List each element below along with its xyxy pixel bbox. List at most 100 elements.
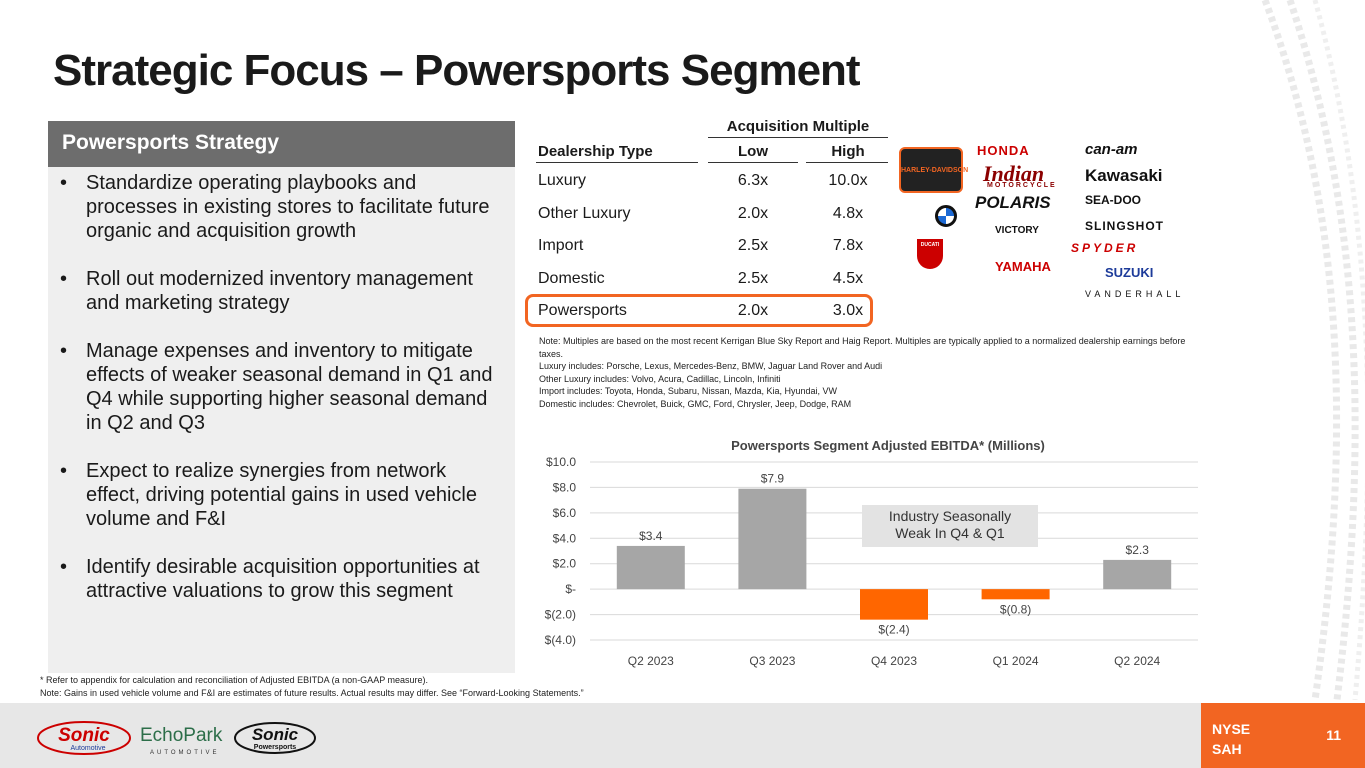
y-tick-label: $(2.0)	[545, 608, 576, 622]
echopark-logo: EchoPark AUTOMOTIVE	[140, 725, 223, 756]
y-tick-label: $6.0	[553, 506, 577, 520]
slingshot-logo: SLINGSHOT	[1085, 219, 1165, 233]
bullet: •	[60, 460, 68, 482]
data-label: $2.3	[1126, 543, 1150, 557]
sonic-logo-sub: Automotive	[70, 745, 105, 752]
sonic-powersports-logo: Sonic Powersports	[234, 722, 316, 754]
footer-logos: Sonic Automotive EchoPark AUTOMOTIVE Son…	[37, 721, 316, 756]
strategy-item-text: Identify desirable acquisition opportuni…	[86, 556, 480, 602]
cell-type: Luxury	[538, 172, 587, 189]
note-line: Other Luxury includes: Volvo, Acura, Cad…	[539, 373, 781, 384]
annotation-box	[862, 505, 1038, 547]
tire-track-decoration	[1261, 0, 1365, 700]
note-line: Domestic includes: Chevrolet, Buick, GMC…	[539, 398, 852, 409]
y-tick-label: $4.0	[553, 531, 577, 545]
multiples-notes: Note: Multiples are based on the most re…	[539, 335, 1209, 410]
footnotes: * Refer to appendix for calculation and …	[40, 674, 584, 700]
powersports-logo-sub: Powersports	[254, 744, 297, 751]
annotation-text: Industry Seasonally	[889, 508, 1011, 524]
strategy-item-text: Standardize operating playbooks and proc…	[86, 172, 490, 242]
powersports-logo-text: Sonic	[252, 725, 299, 744]
ebitda-chart-svg: $10.0 $8.0 $6.0 $4.0 $2.0 $- $(2.0) $(4.0) $3.4 Q…	[545, 455, 1198, 668]
x-tick-label: Q2 2024	[1114, 654, 1160, 668]
col-dealership-type: Dealership Type	[538, 143, 653, 160]
yamaha-logo: YAMAHA	[995, 259, 1051, 274]
cell-type: Domestic	[538, 269, 605, 287]
table-row: Luxury 6.3x 10.0x	[528, 164, 890, 197]
data-label: $(0.8)	[1000, 602, 1031, 616]
indian-logo: Indian	[983, 161, 1045, 186]
victory-logo: VICTORY	[995, 225, 1039, 236]
sonic-logo-text: Sonic	[58, 725, 110, 746]
bullet: •	[60, 268, 68, 290]
acquisition-multiple-header: Acquisition Multiple	[708, 118, 888, 138]
cell-low: 2.0x	[737, 302, 769, 319]
footer-badge: NYSE SAH 11	[1201, 703, 1365, 768]
cell-low: 2.0x	[737, 204, 769, 222]
strategy-item: • Expect to realize synergies from networ…	[60, 459, 495, 531]
cell-high: 10.0x	[828, 172, 868, 189]
acquisition-multiples-table: Acquisition Multiple Dealership Type Low…	[525, 110, 890, 327]
suzuki-logo: SUZUKI	[1105, 265, 1154, 280]
header-underline	[806, 162, 888, 163]
bar	[616, 545, 685, 590]
col-high: High	[831, 143, 865, 160]
echopark-logo-sub: AUTOMOTIVE	[150, 750, 220, 756]
y-tick-label: $(4.0)	[545, 633, 576, 647]
echopark-logo-text: EchoPark	[140, 725, 223, 746]
cell-type: Import	[538, 237, 584, 254]
strategy-heading: Powersports Strategy	[48, 121, 515, 167]
strategy-item: • Roll out modernized inventory managemen…	[60, 267, 495, 315]
table-header-row: Dealership Type Low High	[528, 138, 890, 164]
col-low: Low	[738, 143, 768, 160]
bar	[738, 488, 807, 590]
bar	[981, 589, 1050, 600]
cell-low: 2.5x	[737, 237, 769, 254]
strategy-list: • Standardize operating playbooks and pro…	[48, 167, 515, 603]
y-tick-label: $2.0	[553, 557, 577, 571]
brand-logos: HARLEY-DAVIDSON HONDA can-am Indian MOTO…	[895, 133, 1195, 313]
table-row: Domestic 2.5x 4.5x	[528, 262, 890, 295]
y-tick-label: $8.0	[553, 480, 577, 494]
footer-bar: Sonic Automotive EchoPark AUTOMOTIVE Son…	[0, 703, 1365, 768]
chart-title: Powersports Segment Adjusted EBITDA* (Mi…	[731, 438, 1045, 453]
honda-logo: HONDA	[977, 143, 1030, 158]
y-tick-label: $10.0	[546, 455, 576, 469]
ticker-block: NYSE SAH	[1212, 719, 1250, 759]
vanderhall-logo: VANDERHALL	[1085, 289, 1185, 299]
x-tick-label: Q1 2024	[993, 654, 1039, 668]
note-line: Note: Multiples are based on the most re…	[539, 336, 1186, 359]
ducati-logo: DUCATI	[917, 239, 943, 269]
bmw-logo	[935, 205, 957, 227]
indian-sub-logo: MOTORCYCLE	[987, 182, 1057, 189]
seadoo-logo: SEA-DOO	[1085, 193, 1142, 207]
strategy-item: • Standardize operating playbooks and pro…	[60, 171, 495, 243]
cell-low: 6.3x	[737, 172, 769, 189]
table-row-powersports-highlight: Powersports 2.0x 3.0x	[525, 294, 873, 327]
cell-type: Other Luxury	[538, 204, 631, 222]
cell-low: 2.5x	[737, 269, 769, 287]
y-tick-label: $-	[565, 582, 576, 596]
bar	[860, 589, 928, 620]
data-label: $(2.4)	[878, 623, 909, 637]
page-title: Strategic Focus – Powersports Segment	[53, 46, 861, 95]
strategy-item-text: Expect to realize synergies from network…	[86, 460, 477, 530]
bullet: •	[60, 172, 68, 194]
data-label: $3.4	[639, 529, 663, 543]
exchange-label: NYSE	[1212, 721, 1251, 737]
spyder-logo: SPYDER	[1071, 241, 1139, 255]
can-am-logo: can-am	[1085, 141, 1138, 158]
bullet: •	[60, 556, 68, 578]
polaris-logo: POLARIS	[975, 193, 1051, 212]
footnote-line: Note: Gains in used vehicle volume and F…	[40, 688, 584, 698]
cell-high: 4.5x	[832, 269, 864, 287]
header-underline	[708, 162, 798, 163]
x-tick-label: Q3 2023	[749, 654, 795, 668]
ebitda-chart: Powersports Segment Adjusted EBITDA* (Mi…	[528, 432, 1203, 677]
cell-high: 3.0x	[832, 302, 864, 319]
strategy-item-text: Manage expenses and inventory to mitigat…	[86, 340, 493, 434]
cell-high: 7.8x	[832, 237, 864, 254]
header-underline	[536, 162, 698, 163]
table-row: Other Luxury 2.0x 4.8x	[528, 197, 890, 230]
sonic-automotive-logo: Sonic Automotive	[37, 721, 131, 755]
